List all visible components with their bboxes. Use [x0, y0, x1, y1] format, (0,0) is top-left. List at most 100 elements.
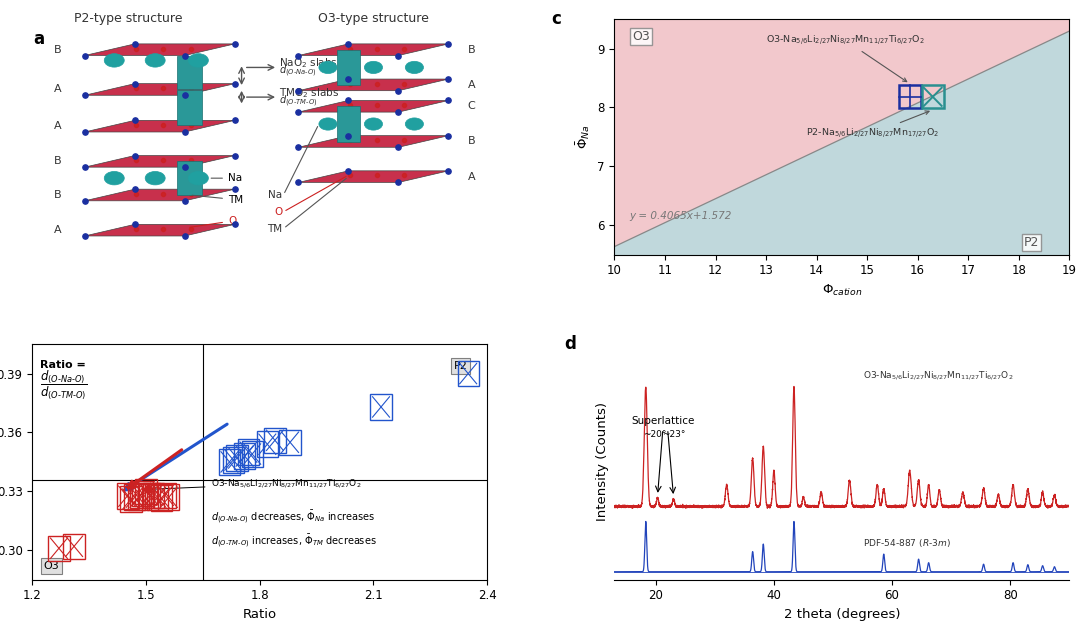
Bar: [158, 485, 179, 510]
Polygon shape: [298, 136, 448, 147]
Bar: [130, 482, 151, 508]
Bar: [147, 485, 168, 510]
Text: B: B: [468, 45, 475, 55]
Bar: [139, 482, 161, 508]
Bar: [257, 431, 278, 457]
Bar: [150, 485, 172, 511]
Bar: [177, 56, 202, 89]
Polygon shape: [84, 155, 234, 167]
Text: B: B: [468, 136, 475, 147]
Polygon shape: [84, 120, 234, 132]
Bar: [49, 536, 69, 561]
Text: P2: P2: [1024, 236, 1039, 249]
Text: A: A: [468, 171, 475, 182]
Text: P2: P2: [454, 361, 468, 371]
Circle shape: [105, 171, 124, 185]
Text: O: O: [274, 207, 283, 217]
Polygon shape: [298, 44, 448, 55]
Bar: [899, 85, 921, 108]
Bar: [227, 445, 247, 471]
Bar: [120, 487, 141, 512]
X-axis label: $\Phi_{cation}$: $\Phi_{cation}$: [822, 283, 862, 298]
Bar: [143, 482, 164, 508]
Point: [139, 484, 157, 494]
Text: O3-Na$_{5/6}$Li$_{2/27}$Ni$_{8/27}$Mn$_{11/27}$Ti$_{6/27}$O$_2$: O3-Na$_{5/6}$Li$_{2/27}$Ni$_{8/27}$Mn$_{…: [152, 477, 361, 491]
Bar: [222, 447, 244, 473]
Bar: [117, 483, 138, 509]
Text: y = 0.4065x+1.572: y = 0.4065x+1.572: [630, 211, 732, 221]
Polygon shape: [84, 83, 234, 96]
Text: A: A: [54, 85, 62, 94]
Y-axis label: $\bar{\Phi}_{Na}$: $\bar{\Phi}_{Na}$: [573, 125, 592, 149]
Text: B: B: [54, 156, 62, 166]
Bar: [234, 443, 255, 469]
Text: P2-type structure: P2-type structure: [73, 12, 183, 25]
X-axis label: Ratio: Ratio: [243, 608, 276, 621]
Text: O3-type structure: O3-type structure: [318, 12, 429, 25]
Circle shape: [188, 171, 208, 185]
Text: a: a: [32, 30, 44, 48]
Text: O3-Na$_{5/6}$Li$_{2/27}$Ni$_{8/27}$Mn$_{11/27}$Ti$_{6/27}$O$_2$: O3-Na$_{5/6}$Li$_{2/27}$Ni$_{8/27}$Mn$_{…: [863, 369, 1013, 382]
Bar: [265, 427, 285, 453]
Text: O3: O3: [632, 30, 650, 43]
Bar: [127, 485, 149, 510]
Polygon shape: [298, 171, 448, 182]
Bar: [132, 480, 153, 506]
Text: P2-Na$_{5/6}$Li$_{2/27}$Ni$_{8/27}$Mn$_{17/27}$O$_2$: P2-Na$_{5/6}$Li$_{2/27}$Ni$_{8/27}$Mn$_{…: [807, 111, 940, 140]
Text: $\dfrac{d_{(O\text{-}Na\text{-}O)}}{d_{(O\text{-}TM\text{-}O)}}$: $\dfrac{d_{(O\text{-}Na\text{-}O)}}{d_{(…: [40, 368, 87, 401]
Polygon shape: [298, 79, 448, 90]
Bar: [458, 361, 478, 386]
X-axis label: 2 theta (degrees): 2 theta (degrees): [784, 608, 900, 621]
Circle shape: [364, 61, 382, 73]
Bar: [370, 394, 392, 420]
Circle shape: [319, 61, 337, 73]
Text: B: B: [54, 45, 62, 55]
Bar: [337, 50, 360, 85]
Bar: [337, 106, 360, 141]
Bar: [177, 161, 202, 195]
Text: O3: O3: [43, 561, 59, 571]
Circle shape: [145, 171, 165, 185]
Text: TM: TM: [192, 194, 243, 204]
Circle shape: [188, 54, 208, 67]
Bar: [280, 429, 300, 455]
Bar: [219, 449, 240, 475]
Circle shape: [405, 118, 423, 130]
Bar: [242, 441, 262, 467]
Polygon shape: [84, 189, 234, 201]
Text: c: c: [551, 10, 561, 27]
Text: $d_{(O\text{-}Na\text{-}O)}$: $d_{(O\text{-}Na\text{-}O)}$: [279, 64, 316, 79]
Bar: [921, 85, 944, 108]
Text: A: A: [54, 121, 62, 131]
Polygon shape: [84, 224, 234, 236]
Text: Na: Na: [212, 173, 242, 183]
Bar: [177, 90, 202, 125]
Circle shape: [405, 61, 423, 73]
Text: TM: TM: [268, 224, 283, 234]
Y-axis label: Intensity (Counts): Intensity (Counts): [596, 403, 609, 522]
Text: O: O: [190, 216, 237, 227]
Text: ~20°: ~20°: [643, 430, 666, 439]
Bar: [64, 534, 84, 559]
Text: NaO$_2$ slabs: NaO$_2$ slabs: [279, 57, 338, 70]
Text: ~23°: ~23°: [662, 430, 685, 439]
Bar: [238, 440, 259, 465]
Text: PDF-54-887 ($R$-3$m$): PDF-54-887 ($R$-3$m$): [863, 536, 950, 548]
Text: C: C: [468, 101, 475, 111]
Polygon shape: [84, 44, 234, 55]
Bar: [124, 485, 146, 510]
Bar: [154, 482, 176, 508]
Text: Ratio =: Ratio =: [40, 360, 90, 370]
Bar: [135, 478, 157, 504]
Text: d: d: [565, 334, 577, 353]
Text: A: A: [468, 80, 475, 90]
Text: Na: Na: [269, 190, 283, 200]
Text: $d_{(O\text{-}Na\text{-}O)}$ decreases, $\bar{\Phi}_{Na}$ increases: $d_{(O\text{-}Na\text{-}O)}$ decreases, …: [211, 509, 375, 526]
Text: A: A: [54, 225, 62, 235]
Circle shape: [105, 54, 124, 67]
Text: $d_{(O\text{-}TM\text{-}O)}$: $d_{(O\text{-}TM\text{-}O)}$: [279, 94, 318, 109]
Text: Superlattice: Superlattice: [631, 415, 694, 426]
Text: B: B: [54, 190, 62, 200]
Polygon shape: [298, 101, 448, 112]
Circle shape: [319, 118, 337, 130]
